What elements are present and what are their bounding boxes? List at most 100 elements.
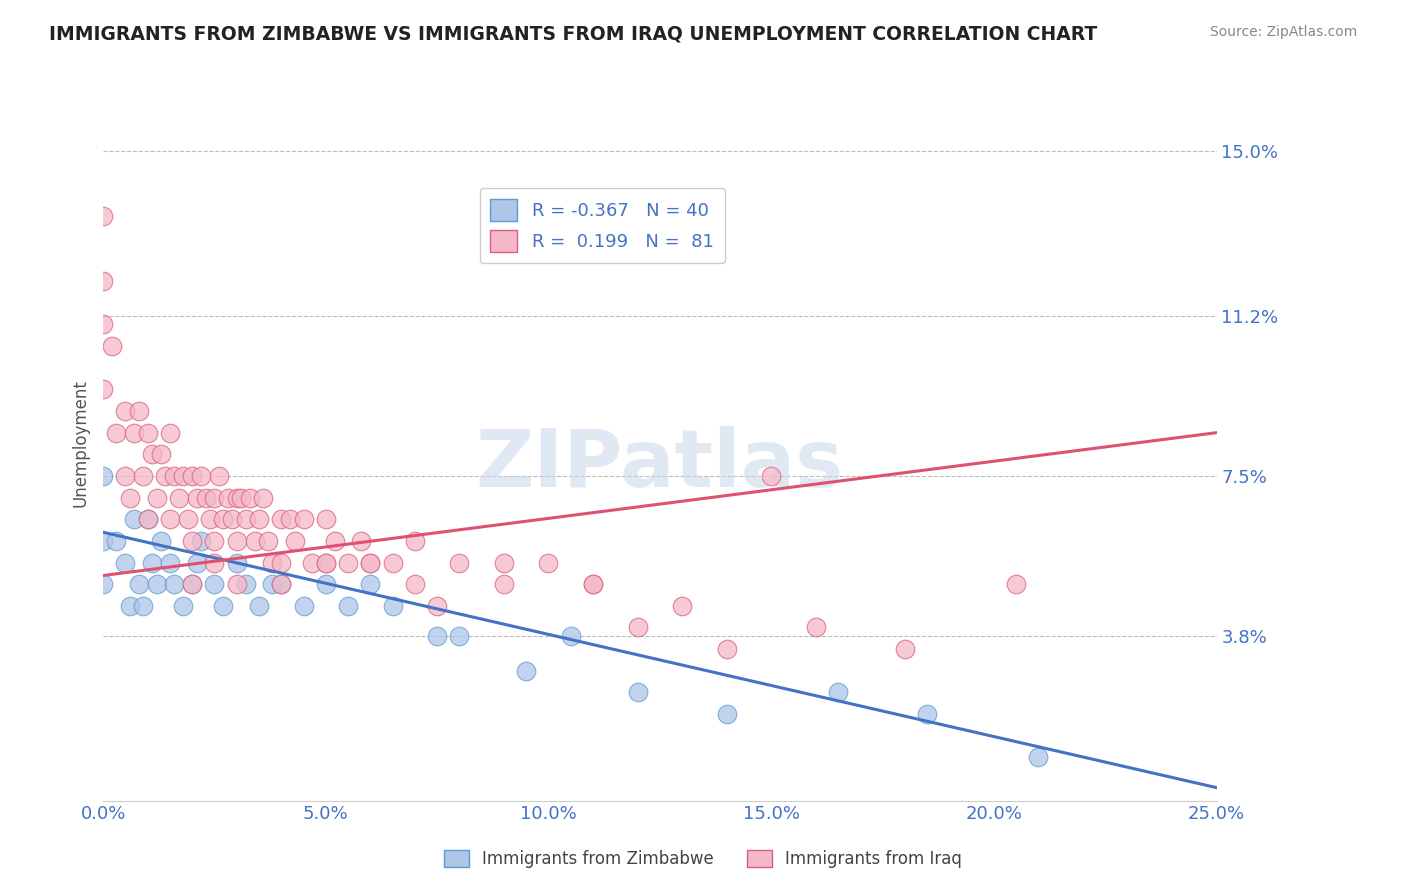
Point [177,512,200,526]
Y-axis label: Unemployment: Unemployment [72,380,89,508]
Point [128,404,150,418]
Point [337,599,360,613]
Point [492,556,515,570]
Point [91,209,114,223]
Point [284,533,307,548]
Point [381,556,404,570]
Point [136,512,159,526]
Point [671,599,693,613]
Point [449,629,471,643]
Point [225,533,247,548]
Point [359,556,381,570]
Point [804,620,827,634]
Point [262,556,284,570]
Point [136,512,159,526]
Point [114,556,136,570]
Point [190,533,212,548]
Point [582,577,605,591]
Point [426,599,449,613]
Point [315,556,337,570]
Point [231,491,253,505]
Point [1005,577,1028,591]
Point [257,533,280,548]
Point [359,556,381,570]
Point [150,447,173,461]
Point [91,383,114,397]
Point [225,577,247,591]
Point [145,491,167,505]
Point [270,577,292,591]
Point [204,577,226,591]
Point [114,404,136,418]
Point [315,512,337,526]
Point [91,577,114,591]
Point [181,469,204,483]
Point [270,512,292,526]
Point [239,491,262,505]
Point [315,577,337,591]
Point [105,425,128,440]
Point [350,533,373,548]
Point [91,274,114,288]
Point [247,599,270,613]
Point [124,512,146,526]
Point [262,577,284,591]
Point [626,685,648,699]
Point [716,642,738,657]
Point [537,556,560,570]
Point [301,556,323,570]
Point [278,512,301,526]
Point [91,533,114,548]
Point [894,642,917,657]
Point [105,533,128,548]
Point [159,425,181,440]
Point [716,706,738,721]
Point [190,469,212,483]
Point [381,599,404,613]
Text: ZIPatlas: ZIPatlas [475,425,844,504]
Point [114,469,136,483]
Point [492,577,515,591]
Point [181,577,204,591]
Point [270,556,292,570]
Point [292,599,315,613]
Point [91,469,114,483]
Point [404,577,426,591]
Point [204,533,226,548]
Point [221,512,243,526]
Point [204,491,226,505]
Point [163,577,186,591]
Point [91,318,114,332]
Point [208,469,231,483]
Point [323,533,346,548]
Point [128,577,150,591]
Point [124,425,146,440]
Point [243,533,266,548]
Point [337,556,360,570]
Point [270,577,292,591]
Point [515,664,537,678]
Legend: R = -0.367   N = 40, R =  0.199   N =  81: R = -0.367 N = 40, R = 0.199 N = 81 [479,188,724,263]
Point [172,599,194,613]
Point [118,599,141,613]
Text: Source: ZipAtlas.com: Source: ZipAtlas.com [1209,25,1357,39]
Point [204,556,226,570]
Point [359,577,381,591]
Point [186,556,208,570]
Point [181,533,204,548]
Point [159,556,181,570]
Point [217,491,239,505]
Point [235,577,257,591]
Point [212,599,235,613]
Point [141,556,163,570]
Point [915,706,938,721]
Point [155,469,177,483]
Point [186,491,208,505]
Point [132,599,155,613]
Point [252,491,274,505]
Point [404,533,426,548]
Point [759,469,782,483]
Point [181,577,204,591]
Point [198,512,221,526]
Point [225,491,247,505]
